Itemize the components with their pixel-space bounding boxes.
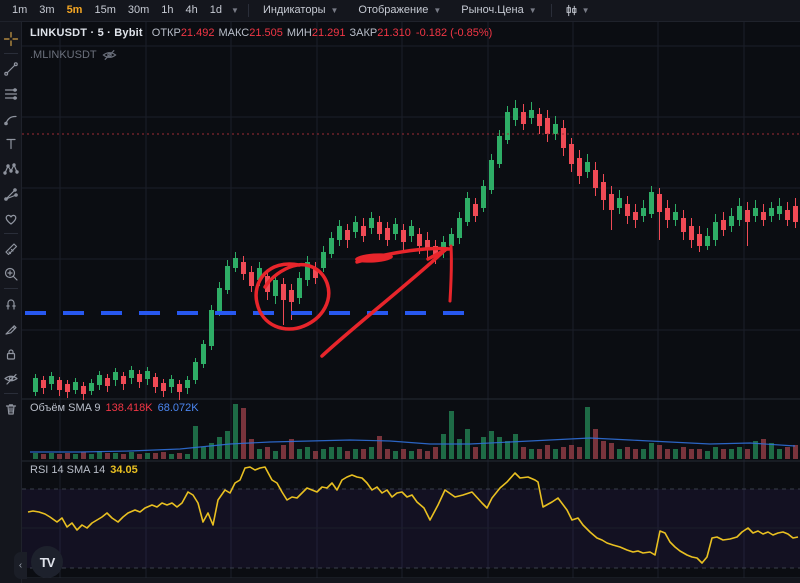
fib-retracement-icon [4,87,17,100]
display-menu[interactable]: Отображение ▼ [358,4,442,16]
timeframe-button-4h[interactable]: 4h [185,4,198,16]
volume-indicator-title[interactable]: Объём SMA 9 [30,402,101,414]
indicators-menu[interactable]: Индикаторы ▼ [262,4,339,16]
timeframe-dropdown-caret[interactable]: ▼ [231,6,239,15]
emoji-tool[interactable] [1,206,21,231]
menu-buttons: Индикаторы ▼ Отображение ▼ Рыноч.Цена ▼ [258,3,542,18]
drawing-mode-tool[interactable] [1,316,21,341]
ohlc-values: ОТКР 21.492 МАКС 21.505 МИН 21.291 ЗАКР 21.310 [148,27,411,39]
secondary-symbol-legend: .MLINKUSDT [30,49,117,61]
emoji-icon [5,214,16,225]
timeframe-button-30m[interactable]: 30m [127,4,150,16]
candles-icon [566,4,577,17]
chevron-left-icon: ‹ [18,560,23,571]
collapse-toolbar-button[interactable]: ‹ [14,552,27,579]
toolbar-divider [3,393,18,394]
volume-sma-value: 68.072K [157,402,199,414]
user-drawings-layer[interactable] [254,244,453,358]
lock-drawings-tool[interactable] [1,341,21,366]
tradingview-logo-text: TV [39,554,56,570]
remove-drawings-icon [5,403,16,415]
ohlc-label: ОТКР [151,27,181,39]
dropdown-caret: ▼ [528,5,537,15]
timeframe-button-5m[interactable]: 5m [66,4,83,16]
drawn-arrow-drop-line[interactable] [448,244,453,303]
symbol-title[interactable]: LINKUSDT · 5 · Bybit [30,27,143,39]
secondary-symbol-title[interactable]: .MLINKUSDT [30,49,97,61]
timeframe-button-1h[interactable]: 1h [161,4,174,16]
drawing-toolbar [0,22,22,583]
dropdown-caret: ▼ [433,5,442,15]
magnet-icon [5,298,16,310]
zoom-in-tool[interactable] [1,261,21,286]
timeframe-switcher: 1m 3m 5m 15m 30m 1h 4h 1d [6,3,228,18]
symbol-legend: LINKUSDT · 5 · Bybit ОТКР 21.492 МАКС 21.50… [30,27,492,39]
volume-value: 138.418K [105,402,153,414]
crosshair-tool[interactable] [1,26,21,51]
drawn-arrow-barb-bottom[interactable] [426,247,449,261]
eye-off-icon[interactable] [102,49,117,61]
tradingview-logo[interactable]: TV [31,546,63,578]
projection-tool[interactable] [1,181,21,206]
candlestick-series [33,100,798,400]
top-toolbar: 1m 3m 5m 15m 30m 1h 4h 1d ▼ Индикаторы ▼ Отображе… [0,0,800,22]
toolbar-divider [3,233,18,234]
projection-icon [3,187,18,201]
text-icon [5,138,16,149]
drawing-mode-icon [4,324,17,335]
toolbar-divider [247,4,249,17]
fib-retracement-tool[interactable] [1,81,21,106]
drawn-circle-annotation[interactable] [254,262,331,331]
crosshair-icon [3,31,18,46]
hide-drawings-tool[interactable] [1,366,21,391]
dropdown-caret: ▼ [330,5,339,15]
xabcd-pattern-icon [2,162,19,175]
measure-icon [4,242,17,255]
measure-tool[interactable] [1,236,21,261]
volume-sma-line [30,437,796,453]
timeframe-button-1m[interactable]: 1m [12,4,28,16]
toolbar-divider [550,4,552,17]
drawn-arrow-blob [355,253,393,263]
magnet-tool[interactable] [1,291,21,316]
time-axis-strip [0,578,800,583]
change-value: -0.182 (-0.85%) [415,27,493,39]
ohlc-label: ЗАКР [349,27,378,39]
xabcd-pattern-tool[interactable] [1,156,21,181]
trend-line-tool[interactable] [1,56,21,81]
ohlc-label: МИН [286,27,312,39]
text-tool[interactable] [1,131,21,156]
ohlc-value: 21.492 [180,27,215,39]
volume-series [33,404,798,459]
hide-drawings-icon [3,373,18,385]
ohlc-value: 21.310 [377,27,411,39]
zoom-in-icon [4,267,18,281]
rsi-indicator-title[interactable]: RSI 14 SMA 14 [30,464,106,476]
rsi-legend: RSI 14 SMA 14 34.05 [30,464,138,476]
lock-drawings-icon [6,348,15,360]
volume-legend: Объём SMA 9 138.418K 68.072K [30,402,199,414]
timeframe-button-3m[interactable]: 3m [39,4,55,16]
rsi-value: 34.05 [110,464,138,476]
toolbar-divider [3,53,18,54]
brush-tool[interactable] [1,106,21,131]
toolbar-divider [3,288,18,289]
timeframe-button-1d[interactable]: 1d [209,4,223,16]
rsi-band [22,488,800,569]
drawn-arrow-shaft[interactable] [320,249,446,358]
trend-line-icon [3,61,18,76]
remove-drawings-tool[interactable] [1,396,21,421]
ohlc-value: 21.505 [249,27,283,39]
chart-type-caret: ▼ [581,6,590,15]
ohlc-label: МАКС [218,27,250,39]
ohlc-value: 21.291 [311,27,346,39]
rsi-line [27,466,799,564]
market-price-menu[interactable]: Рыноч.Цена ▼ [461,4,537,16]
brush-icon [3,115,17,125]
chart-type-button[interactable]: ▼ [561,2,594,19]
timeframe-button-15m[interactable]: 15m [94,4,116,16]
